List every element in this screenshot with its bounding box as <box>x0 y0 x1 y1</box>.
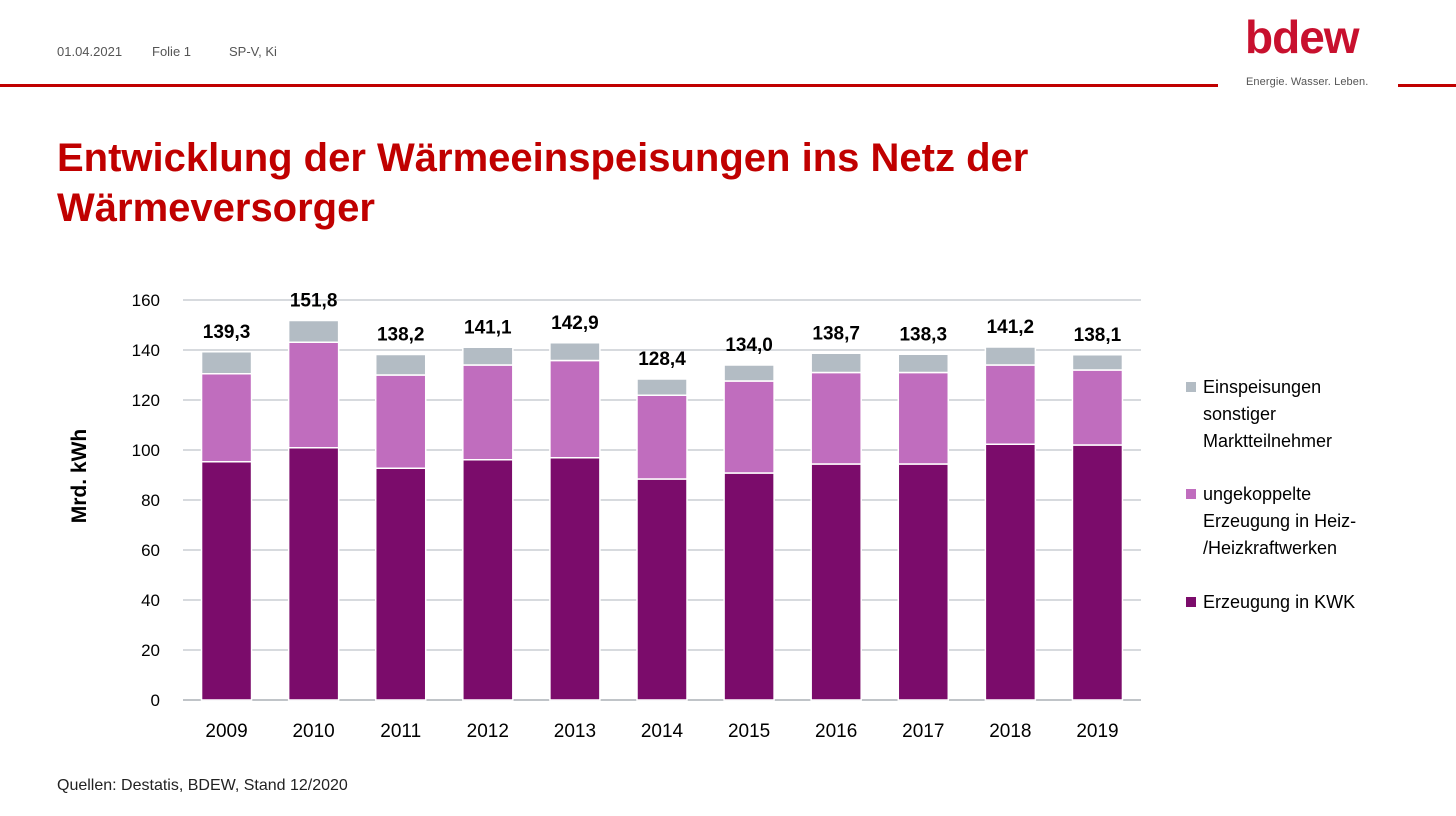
legend-swatch <box>1186 382 1196 392</box>
x-tick-label: 2019 <box>1076 721 1118 742</box>
bar-total-label: 141,2 <box>987 317 1035 338</box>
x-tick-label: 2016 <box>815 721 857 742</box>
bar-segment-2 <box>984 346 1037 366</box>
slide-date: 01.04.2021 <box>57 44 123 59</box>
legend-label: Einspeisungen <box>1203 377 1321 397</box>
bar-segment-1 <box>374 374 427 469</box>
bar-segment-2 <box>1071 354 1124 371</box>
header-divider-left <box>0 84 1218 87</box>
bar-segment-0 <box>462 459 514 701</box>
bar-segment-1 <box>1071 369 1124 446</box>
bar-segment-1 <box>810 371 862 465</box>
bar-segment-0 <box>287 447 340 701</box>
bar-segment-1 <box>462 364 514 461</box>
bdew-logo: bdew <box>1245 11 1360 63</box>
bar-segment-2 <box>723 364 775 382</box>
bar-segment-1 <box>287 341 340 449</box>
bar-segment-0 <box>810 463 862 701</box>
x-tick-label: 2009 <box>205 721 247 742</box>
bar-segment-1 <box>984 364 1037 445</box>
bar-segment-0 <box>200 461 253 701</box>
bar-segment-2 <box>287 319 340 343</box>
y-tick-label: 0 <box>151 691 160 710</box>
bar-segment-0 <box>897 463 950 701</box>
legend-swatch <box>1186 489 1196 499</box>
legend-swatch <box>1186 597 1196 607</box>
y-tick-label: 100 <box>132 441 160 460</box>
bar-total-label: 138,3 <box>899 324 947 345</box>
header-divider-right <box>1398 84 1456 87</box>
bar-segment-1 <box>549 359 601 459</box>
y-axis-title: Mrd. kWh <box>68 429 91 524</box>
bar-segment-1 <box>200 373 253 463</box>
bar-segment-2 <box>374 353 427 376</box>
x-tick-label: 2010 <box>292 721 334 742</box>
bar-total-label: 142,9 <box>551 313 599 334</box>
bar-segment-1 <box>636 394 688 480</box>
bar-total-label: 151,8 <box>290 291 338 312</box>
x-tick-label: 2012 <box>467 721 509 742</box>
slide-number: Folie 1 <box>152 44 192 59</box>
x-tick-label: 2015 <box>728 721 770 742</box>
bar-segment-0 <box>549 457 601 701</box>
bar-segment-0 <box>723 472 775 701</box>
bar-total-label: 134,0 <box>725 335 773 356</box>
legend-label: Erzeugung in Heiz- <box>1203 511 1356 531</box>
bar-total-label: 138,1 <box>1074 325 1122 346</box>
y-tick-label: 20 <box>141 641 160 660</box>
bar-segment-0 <box>374 467 427 701</box>
x-tick-label: 2017 <box>902 721 944 742</box>
logo-tagline: Energie. Wasser. Leben. <box>1246 76 1369 88</box>
y-tick-label: 40 <box>141 591 160 610</box>
bar-segment-2 <box>549 342 601 362</box>
source-note: Quellen: Destatis, BDEW, Stand 12/2020 <box>57 777 348 794</box>
x-tick-label: 2014 <box>641 721 684 742</box>
bar-segment-0 <box>1071 444 1124 701</box>
bar-segment-2 <box>897 353 950 374</box>
legend-label: ungekoppelte <box>1203 484 1311 504</box>
legend-label: Erzeugung in KWK <box>1203 592 1355 612</box>
bar-total-label: 128,4 <box>638 349 686 370</box>
y-tick-label: 60 <box>141 541 160 560</box>
legend-label: Marktteilnehmer <box>1203 431 1332 451</box>
x-tick-label: 2013 <box>554 721 596 742</box>
x-tick-label: 2018 <box>989 721 1031 742</box>
bar-segment-2 <box>810 352 862 374</box>
y-tick-label: 140 <box>132 341 160 360</box>
y-tick-label: 160 <box>132 291 160 310</box>
bar-segment-0 <box>984 443 1037 701</box>
bar-total-label: 138,7 <box>812 323 860 344</box>
bar-segment-2 <box>462 346 514 366</box>
page-title: Entwicklung der Wärmeeinspeisungen ins N… <box>57 136 1029 230</box>
bar-segment-2 <box>636 378 688 396</box>
bar-total-label: 138,2 <box>377 325 425 346</box>
legend-label: /Heizkraftwerken <box>1203 538 1337 558</box>
bar-total-label: 141,1 <box>464 317 512 338</box>
y-tick-label: 80 <box>141 491 160 510</box>
bar-total-label: 139,3 <box>203 322 251 343</box>
slide-author: SP-V, Ki <box>229 44 277 59</box>
bar-segment-2 <box>200 351 253 375</box>
y-tick-label: 120 <box>132 391 160 410</box>
x-tick-label: 2011 <box>380 721 421 742</box>
bar-segment-1 <box>723 380 775 474</box>
bar-segment-1 <box>897 371 950 465</box>
bar-segment-0 <box>636 478 688 701</box>
legend-label: sonstiger <box>1203 404 1276 424</box>
